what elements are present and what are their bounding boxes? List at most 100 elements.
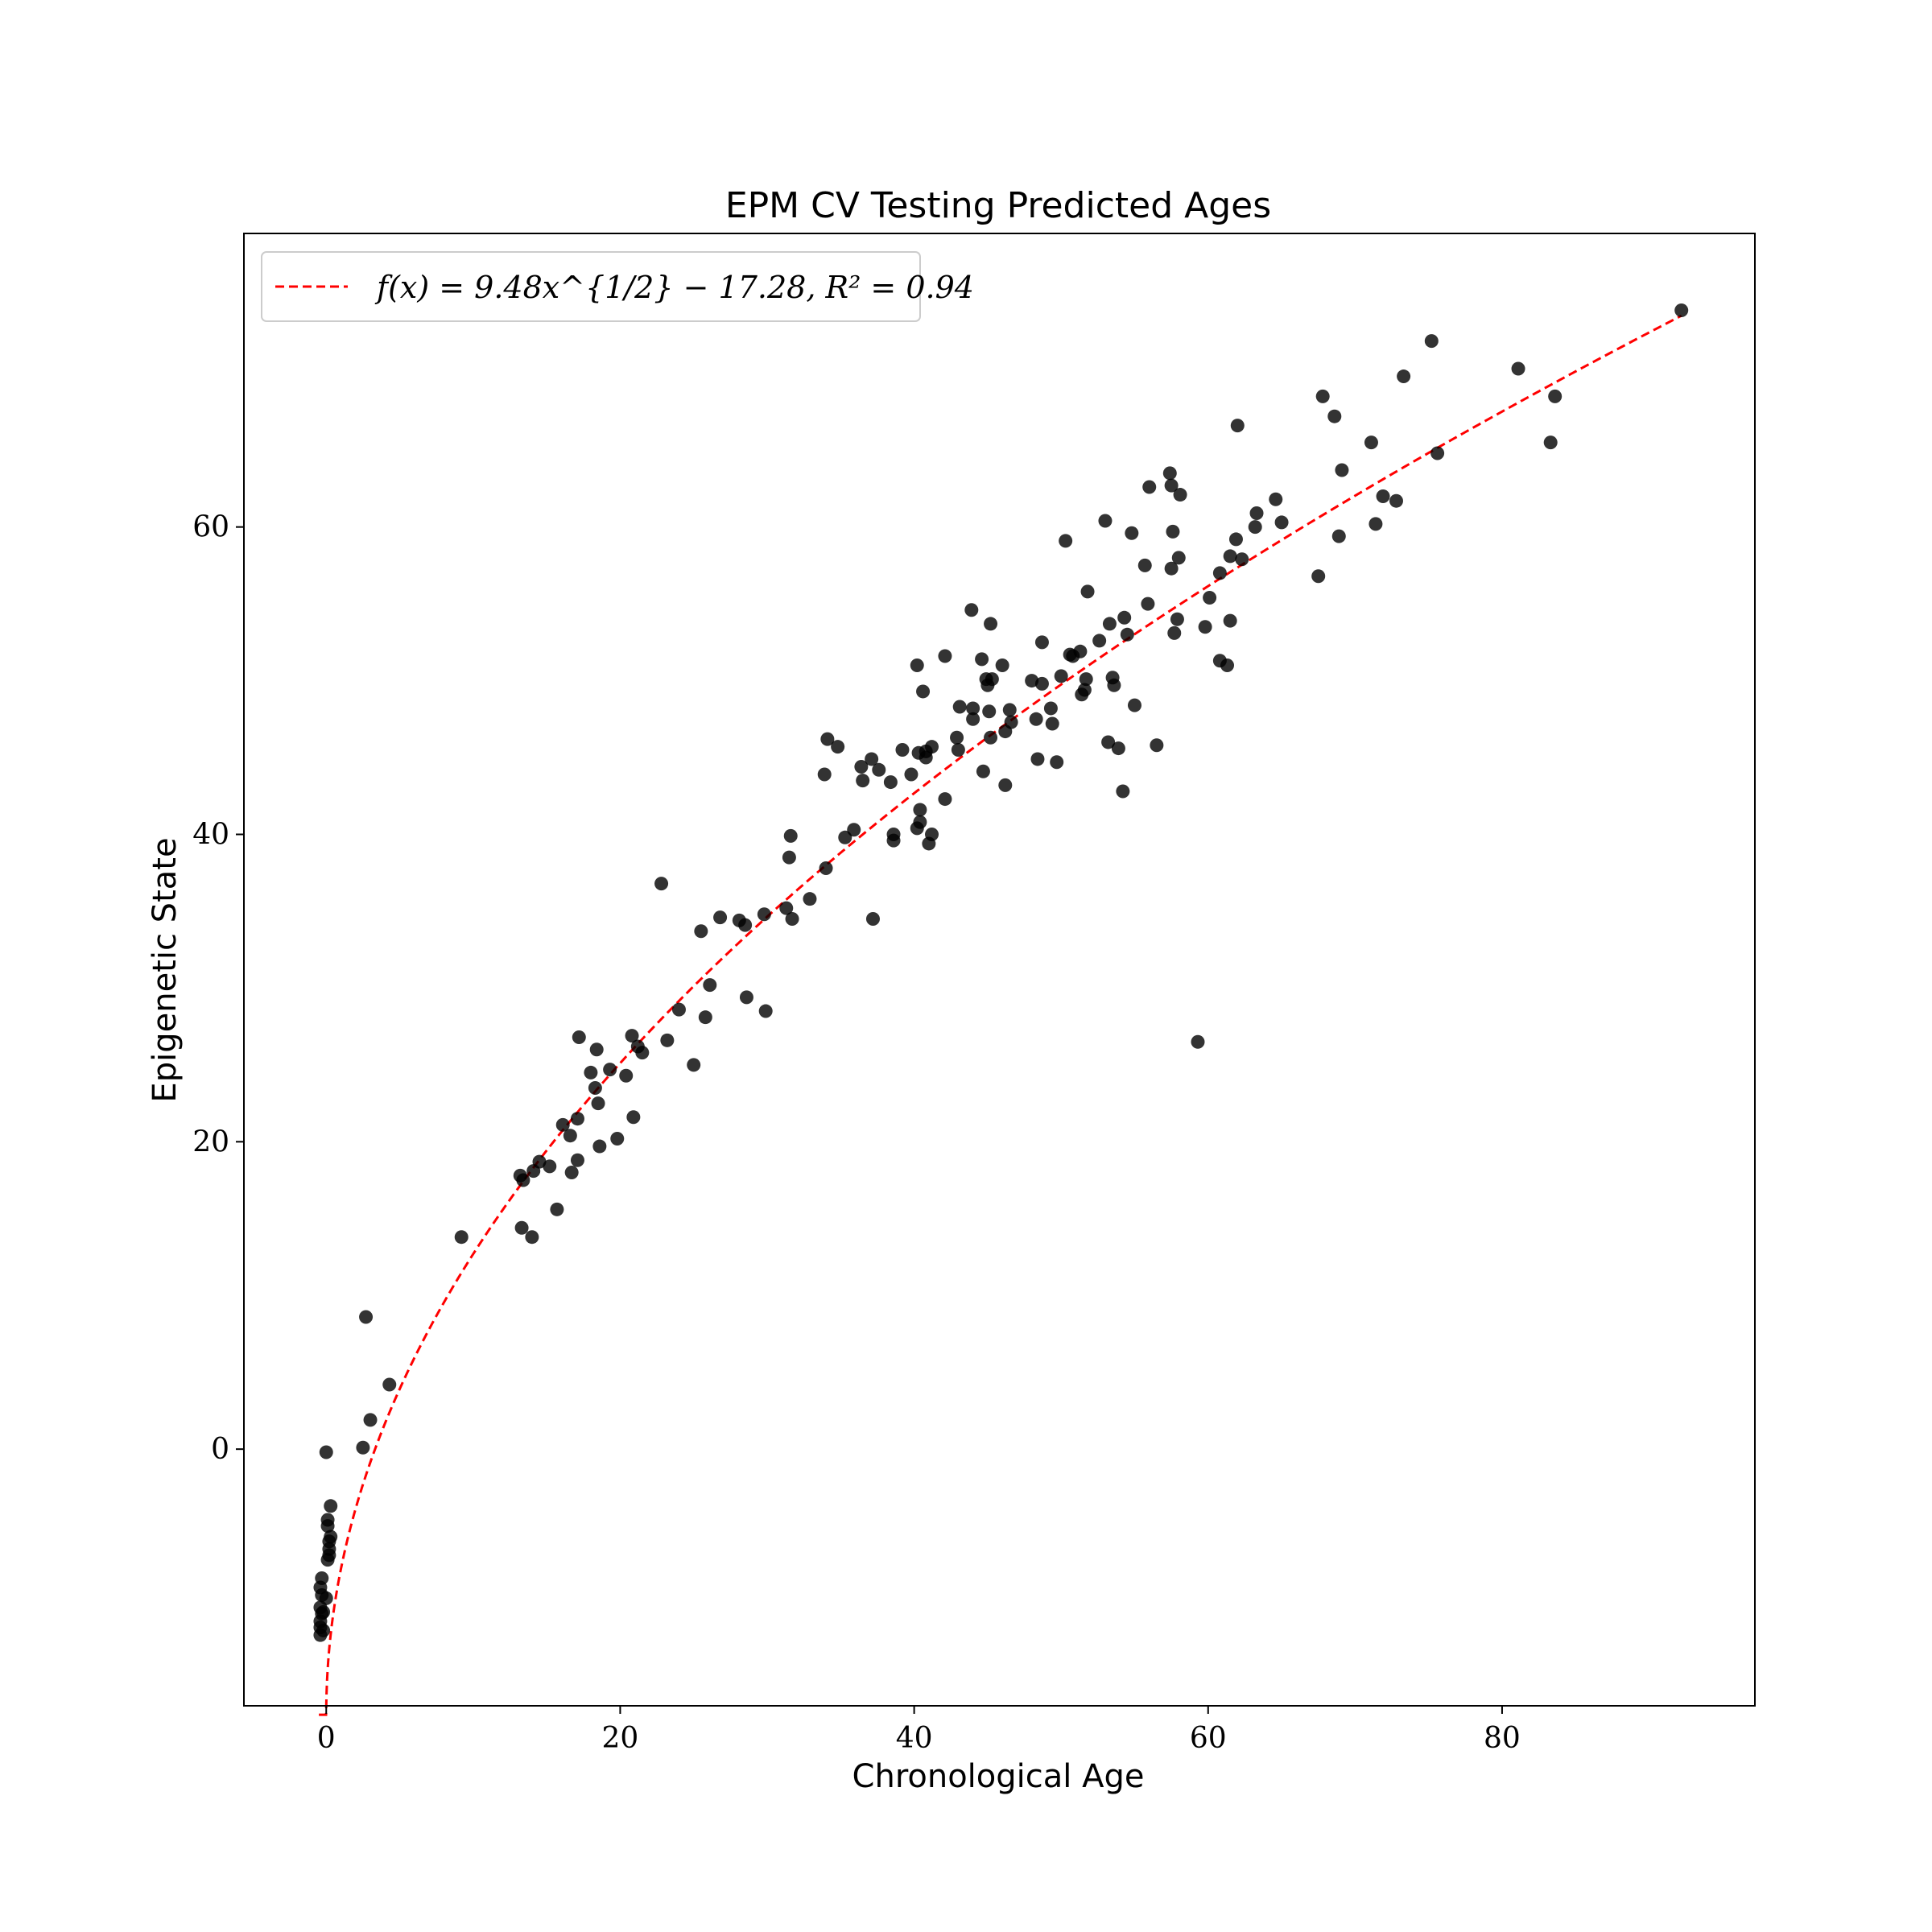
data-point xyxy=(938,792,952,807)
x-tick-label: 40 xyxy=(896,1722,933,1755)
data-point xyxy=(782,850,796,865)
data-point xyxy=(854,759,869,774)
data-point xyxy=(964,603,979,617)
data-point xyxy=(570,1153,584,1167)
data-point xyxy=(1311,569,1326,584)
data-point xyxy=(925,827,939,841)
data-point xyxy=(603,1063,617,1077)
data-point xyxy=(591,1096,605,1111)
data-point xyxy=(976,764,990,778)
data-point xyxy=(919,750,933,765)
data-point xyxy=(1142,480,1157,494)
data-point xyxy=(783,828,798,843)
legend-box xyxy=(261,251,921,322)
data-point xyxy=(1397,369,1411,384)
data-point xyxy=(995,658,1009,672)
data-point xyxy=(982,704,997,719)
data-point xyxy=(985,672,999,687)
data-point xyxy=(952,700,967,714)
y-axis: 0 20 40 60 xyxy=(192,511,244,1466)
data-point xyxy=(555,1117,570,1132)
data-point xyxy=(1171,551,1186,565)
data-point xyxy=(1125,526,1139,540)
data-point xyxy=(572,1030,586,1044)
data-point xyxy=(1315,389,1330,403)
data-point xyxy=(856,774,870,788)
data-point xyxy=(820,732,835,746)
data-point xyxy=(713,910,728,925)
data-point xyxy=(817,767,832,782)
data-point xyxy=(1228,532,1243,547)
data-point xyxy=(319,1591,333,1605)
data-point xyxy=(1034,635,1049,650)
data-point xyxy=(831,740,845,754)
data-point xyxy=(625,1029,639,1043)
data-point xyxy=(1166,524,1180,539)
data-point xyxy=(1170,612,1184,626)
data-point xyxy=(671,1002,686,1017)
fit-curve-layer xyxy=(319,314,1682,1716)
data-point xyxy=(838,830,852,844)
data-point xyxy=(1223,549,1237,564)
data-point xyxy=(757,907,771,922)
data-point xyxy=(1077,683,1092,697)
data-point xyxy=(998,778,1013,792)
legend: f(x) = 9.48x^{1/2} − 17.28, R² = 0.94 xyxy=(261,251,974,322)
data-point xyxy=(1164,478,1179,493)
data-point xyxy=(324,1499,338,1513)
data-point xyxy=(1043,701,1058,716)
data-point xyxy=(1102,617,1117,631)
data-point xyxy=(758,1004,773,1018)
data-point xyxy=(382,1377,397,1392)
data-point xyxy=(865,752,879,766)
data-point xyxy=(1269,492,1283,506)
data-point xyxy=(516,1173,530,1187)
data-point xyxy=(1079,672,1093,687)
data-point xyxy=(563,1129,577,1143)
data-point xyxy=(315,1571,329,1586)
data-point xyxy=(1331,529,1346,543)
data-point xyxy=(1025,674,1039,688)
data-point xyxy=(1191,1034,1205,1049)
data-point xyxy=(694,924,708,939)
data-point xyxy=(1054,669,1068,683)
data-point xyxy=(916,684,931,699)
data-point xyxy=(938,649,952,663)
data-point xyxy=(1150,738,1164,753)
data-point xyxy=(1376,489,1390,503)
data-point xyxy=(1045,716,1059,731)
y-tick-label: 0 xyxy=(211,1433,229,1466)
data-point xyxy=(904,767,919,782)
data-point xyxy=(320,1513,335,1527)
data-point xyxy=(570,1112,584,1126)
data-point xyxy=(739,990,753,1005)
data-point xyxy=(883,775,898,790)
data-point xyxy=(1274,515,1289,530)
data-point xyxy=(635,1046,650,1060)
data-point xyxy=(584,1065,598,1080)
x-axis-label: Chronological Age xyxy=(852,1758,1145,1795)
data-point xyxy=(1164,561,1179,576)
x-tick-label: 0 xyxy=(317,1722,336,1755)
data-point xyxy=(1368,517,1383,531)
data-point xyxy=(356,1440,370,1455)
data-point xyxy=(588,1081,602,1096)
data-point xyxy=(543,1159,557,1174)
data-point xyxy=(1127,698,1141,712)
data-point xyxy=(966,701,980,716)
data-point xyxy=(322,1548,336,1563)
data-point xyxy=(803,892,817,906)
data-point xyxy=(1674,303,1689,317)
data-point xyxy=(913,815,927,829)
data-point xyxy=(703,978,717,993)
data-point xyxy=(1543,436,1558,450)
data-point xyxy=(1141,597,1155,611)
data-point xyxy=(626,1110,641,1125)
data-point xyxy=(1120,627,1134,642)
data-point xyxy=(1030,752,1045,766)
data-point xyxy=(1212,566,1227,580)
data-point xyxy=(785,912,799,926)
data-point xyxy=(1389,493,1403,508)
data-point xyxy=(1059,534,1073,548)
